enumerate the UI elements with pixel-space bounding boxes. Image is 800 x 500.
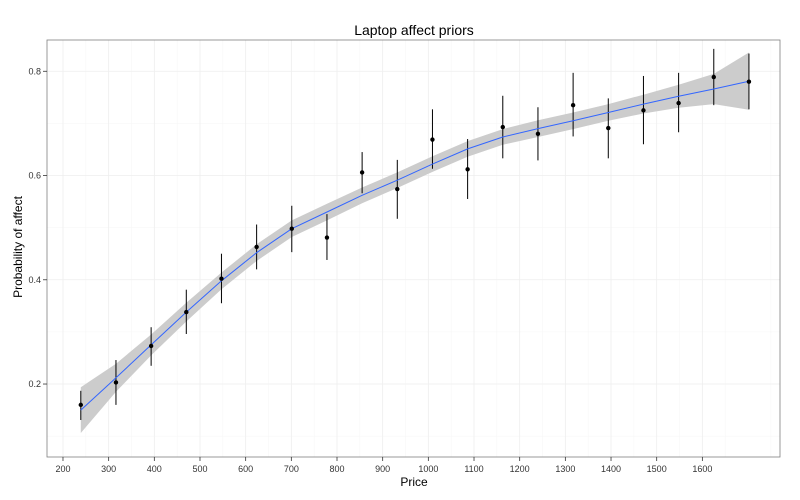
data-point [324, 235, 330, 240]
grid-lines [47, 40, 780, 457]
data-point [148, 343, 154, 349]
x-tick-label: 1200 [510, 464, 530, 474]
data-point [676, 100, 681, 106]
data-point [359, 170, 365, 175]
x-tick-label: 400 [147, 464, 162, 474]
data-point [184, 309, 189, 315]
x-tick-label: 700 [284, 464, 299, 474]
chart-title: Laptop affect priors [354, 22, 474, 38]
data-point [219, 276, 224, 281]
data-point [606, 125, 611, 131]
x-tick-label: 1000 [418, 464, 438, 474]
data-point [570, 102, 576, 108]
x-axis: 200 300 400 500 600 700 800 900 1000 1100 1200 1300… [55, 457, 712, 474]
x-tick-label: 200 [55, 464, 70, 474]
x-tick-label: 800 [329, 464, 344, 474]
y-tick-label: 0.6 [28, 171, 41, 181]
x-tick-label: 1300 [555, 464, 575, 474]
data-point [535, 131, 541, 137]
data-point [113, 380, 119, 385]
data-point [465, 167, 470, 172]
y-axis-label: Probability of affect [11, 195, 25, 298]
x-axis-label: Price [400, 475, 428, 489]
x-tick-label: 300 [101, 464, 116, 474]
data-point [500, 124, 505, 130]
data-point [711, 74, 716, 80]
x-tick-label: 1400 [601, 464, 621, 474]
data-point [78, 402, 83, 408]
x-tick-label: 1500 [647, 464, 667, 474]
x-tick-label: 500 [192, 464, 207, 474]
data-point [289, 226, 294, 231]
smooth-line [80, 80, 750, 411]
data-point [641, 108, 646, 113]
data-point [254, 244, 259, 250]
data-point [746, 79, 752, 84]
y-tick-label: 0.2 [28, 379, 41, 389]
x-tick-label: 600 [238, 464, 253, 474]
data-point [395, 186, 400, 192]
y-tick-label: 0.4 [28, 275, 41, 285]
data-points [78, 74, 752, 408]
x-tick-label: 900 [375, 464, 390, 474]
confidence-ribbon [80, 52, 749, 433]
plot-border [46, 39, 781, 458]
y-tick-label: 0.8 [28, 66, 41, 76]
data-point [430, 137, 435, 142]
y-axis: 0.2 0.4 0.6 0.8 [28, 66, 47, 389]
x-tick-label: 1600 [692, 464, 712, 474]
x-tick-label: 1100 [464, 464, 483, 474]
